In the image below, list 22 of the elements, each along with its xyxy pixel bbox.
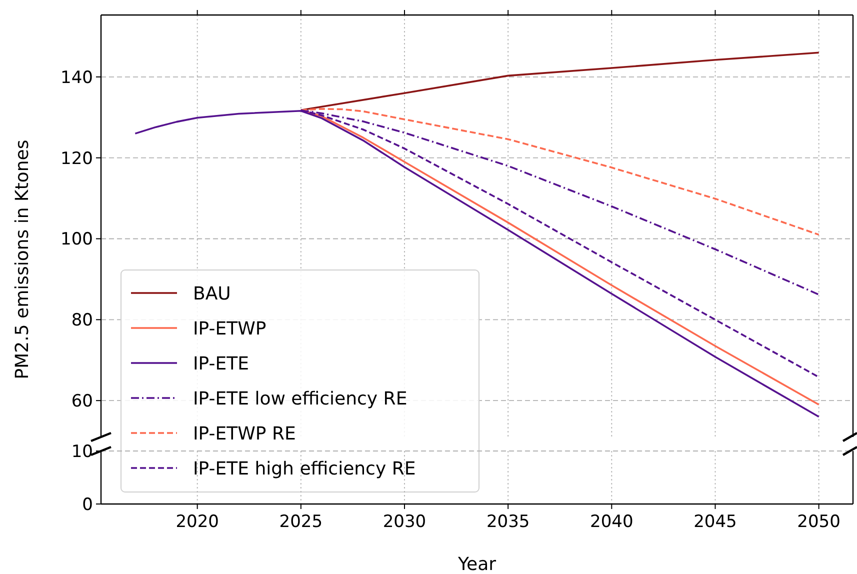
x-tick-label: 2025: [279, 512, 323, 532]
legend-label: IP-ETE: [193, 353, 250, 374]
y-tick-label: 80: [71, 310, 93, 331]
y-tick-label: 100: [60, 230, 93, 250]
legend-label: IP-ETE high efficiency RE: [193, 458, 416, 480]
x-tick-label: 2030: [382, 512, 426, 532]
y-tick-label: 60: [71, 392, 93, 412]
legend-label: IP-ETWP: [193, 318, 266, 340]
legend-label: BAU: [193, 283, 231, 304]
x-tick-label: 2040: [590, 512, 634, 532]
x-tick-label: 2045: [694, 512, 737, 532]
y-axis-title: PM2.5 emissions in Ktones: [12, 140, 33, 380]
legend-label: IP-ETWP RE: [193, 423, 296, 444]
legend-label: IP-ETE low efficiency RE: [193, 388, 408, 410]
x-tick-label: 2050: [797, 512, 840, 532]
x-tick-label: 2035: [486, 512, 530, 532]
x-tick-label: 2020: [176, 512, 219, 532]
y-tick-label: 140: [60, 68, 93, 88]
x-axis-title: Year: [456, 554, 497, 574]
y-tick-label: 120: [60, 148, 93, 169]
y-tick-label: 0: [82, 494, 93, 515]
y-tick-label: 10: [71, 442, 93, 462]
